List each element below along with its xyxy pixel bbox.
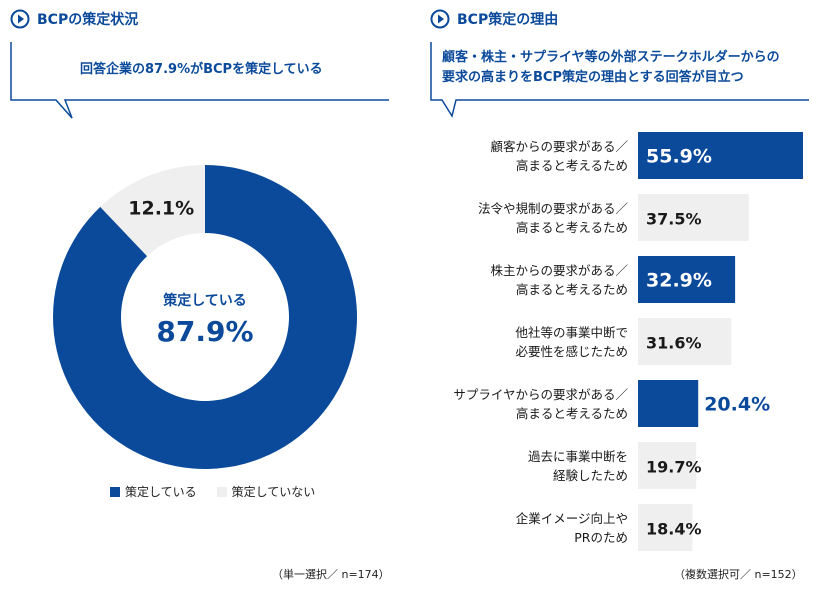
category-label: サプライヤからの要求がある／ [453, 387, 628, 402]
donut-chart: 12.1% 策定している 87.9% [53, 165, 358, 469]
legend-label-adopted: 策定している [125, 485, 197, 499]
category-label: 株主からの要求がある／ [490, 263, 628, 278]
donut-slice [53, 165, 358, 469]
bar [638, 318, 732, 365]
right-sample-note: （複数選択可／ n=152） [674, 568, 803, 581]
value-label: 31.6% [646, 334, 702, 353]
right-panel-title: BCP策定の理由 [430, 9, 558, 29]
left-panel-title-text: BCPの策定状況 [37, 12, 139, 28]
bar [638, 380, 699, 427]
category-label: 企業イメージ向上や [516, 511, 628, 526]
right-callout-line-2: 要求の高まりをBCP策定の理由とする回答が目立つ [442, 70, 744, 85]
donut-center-label: 策定している [162, 292, 247, 309]
donut-center-value: 87.9% [156, 315, 253, 348]
right-panel-title-text: BCP策定の理由 [457, 12, 559, 28]
value-label: 37.5% [646, 210, 702, 229]
bar [638, 194, 749, 241]
legend-swatch-adopted [110, 486, 120, 497]
value-label: 20.4% [704, 394, 770, 416]
value-label: 18.4% [646, 520, 702, 539]
right-callout: 顧客・株主・サプライヤ等の外部ステークホルダーからの 要求の高まりをBCP策定の… [430, 42, 810, 122]
category-label: 高まると考えるため [516, 158, 628, 173]
left-callout-text: 回答企業の87.9%がBCPを策定している [80, 62, 323, 77]
donut-legend: 策定している 策定していない [110, 483, 335, 500]
left-sample-note: （単一選択／ n=174） [272, 568, 390, 581]
donut-slice [100, 165, 205, 257]
legend-label-not-adopted: 策定していない [231, 485, 316, 499]
category-label: 高まると考えるため [516, 406, 628, 421]
value-label: 55.9% [646, 146, 712, 168]
category-label: 必要性を感じたため [515, 344, 628, 359]
legend-item-not-adopted: 策定していない [216, 483, 316, 500]
bar [638, 132, 803, 179]
category-label: PRのため [574, 530, 628, 545]
bar [638, 504, 693, 551]
bar [638, 256, 736, 303]
category-label: 経験したため [553, 468, 628, 483]
bar [638, 442, 697, 489]
category-label: 他社等の事業中断で [515, 325, 628, 340]
right-callout-line-1: 顧客・株主・サプライヤ等の外部ステークホルダーからの [442, 50, 780, 65]
callout-frame [430, 42, 809, 118]
legend-swatch-not-adopted [216, 486, 227, 497]
legend-item-adopted: 策定している [110, 483, 197, 500]
right-callout-text: 顧客・株主・サプライヤ等の外部ステークホルダーからの 要求の高まりをBCP策定の… [442, 48, 780, 88]
category-label: 法令や規制の要求がある／ [478, 201, 629, 216]
left-callout: 回答企業の87.9%がBCPを策定している [10, 42, 390, 122]
play-circle-icon [10, 9, 30, 29]
play-circle-icon [430, 9, 450, 29]
bar-chart: 顧客からの要求がある／ 高まると考えるため 55.9% 法令や規制の要求がある／ 高まる… [453, 132, 803, 551]
category-label: 高まると考えるため [516, 282, 628, 297]
value-label: 19.7% [646, 458, 702, 477]
category-label: 高まると考えるため [516, 220, 628, 235]
callout-frame [10, 42, 389, 119]
left-panel-title: BCPの策定状況 [10, 9, 138, 29]
category-label: 過去に事業中断を [528, 449, 628, 464]
slice-label: 12.1% [128, 197, 194, 219]
value-label: 32.9% [646, 270, 712, 292]
category-label: 顧客からの要求がある／ [490, 139, 628, 154]
